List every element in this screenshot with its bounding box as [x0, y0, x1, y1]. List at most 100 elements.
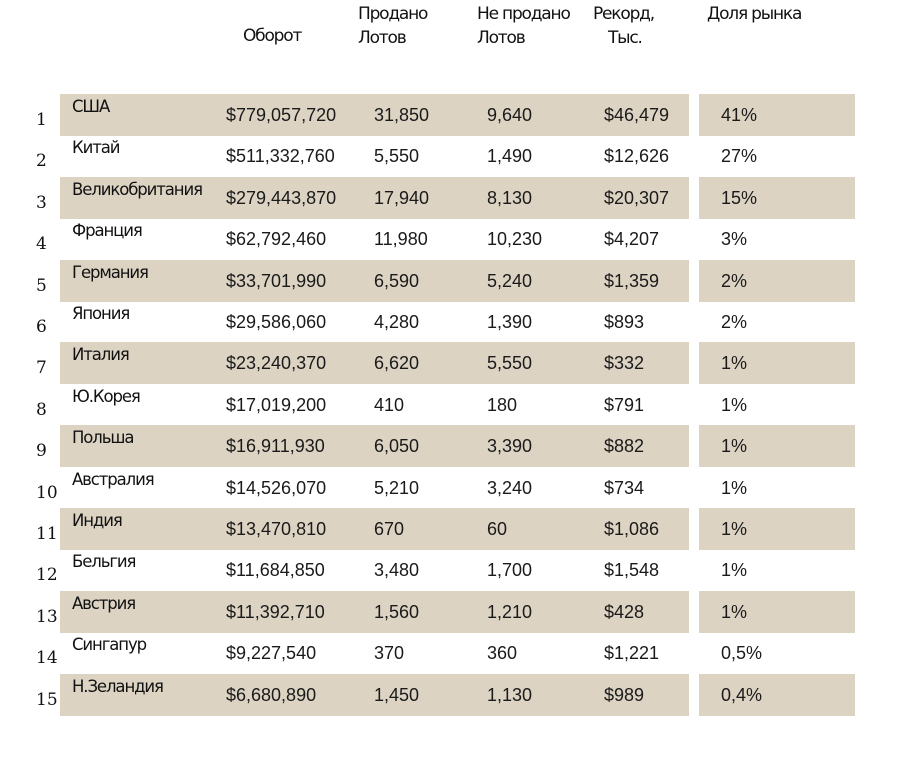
record-value: $893 [604, 312, 645, 332]
unsold-lots-value: 1,210 [487, 602, 533, 622]
sold-lots-value: 1,560 [374, 602, 420, 622]
row-number: 15 [36, 690, 58, 710]
row-number: 7 [36, 358, 47, 378]
sold-lots-value: 11,980 [374, 229, 428, 249]
market-share-value: 0,4% [721, 685, 763, 705]
market-share-value: 1% [721, 353, 748, 373]
header-record: Рекорд, Тыс. [593, 4, 655, 48]
row-number: 14 [36, 648, 58, 668]
unsold-lots-value: 180 [487, 395, 518, 415]
record-value: $332 [604, 353, 645, 373]
record-value: $882 [604, 436, 645, 456]
row-band [60, 591, 689, 633]
turnover-value: $23,240,370 [226, 353, 327, 373]
row-band [60, 508, 689, 550]
row-number: 9 [36, 441, 47, 461]
unsold-lots-value: 1,130 [487, 685, 533, 705]
row-number: 3 [36, 193, 47, 213]
unsold-lots-value: 8,130 [487, 188, 533, 208]
share-band [699, 425, 855, 467]
turnover-value: $511,332,760 [226, 146, 335, 166]
table-row: 8 Ю.Корея $17,019,200 410 180 $791 1% [0, 387, 910, 432]
turnover-value: $62,792,460 [226, 229, 327, 249]
share-band [699, 674, 855, 716]
sold-lots-value: 6,050 [374, 436, 420, 456]
share-band [699, 177, 855, 219]
market-share-value: 15% [721, 188, 758, 208]
header-unsold: Не продано Лотов [477, 4, 571, 48]
market-share-value: 1% [721, 395, 748, 415]
market-share-value: 1% [721, 478, 748, 498]
share-band [699, 508, 855, 550]
record-value: $791 [604, 395, 645, 415]
record-value: $1,548 [604, 560, 660, 580]
market-share-value: 1% [721, 519, 748, 539]
turnover-value: $11,684,850 [226, 560, 325, 580]
row-number: 10 [36, 483, 58, 503]
share-band [699, 94, 855, 136]
table-row: 6 Япония $29,586,060 4,280 1,390 $893 2% [0, 304, 910, 349]
record-value: $1,086 [604, 519, 660, 539]
record-value: $1,359 [604, 271, 660, 291]
table-row: 9 Польша $16,911,930 6,050 3,390 $882 1% [0, 428, 910, 473]
table-row: 5 Германия $33,701,990 6,590 5,240 $1,359 2% [0, 263, 910, 308]
row-number: 8 [36, 400, 47, 420]
country-name: Италия [72, 345, 130, 364]
header-share: Доля рынка [707, 4, 802, 24]
unsold-lots-value: 1,390 [487, 312, 533, 332]
unsold-lots-value: 1,700 [487, 560, 533, 580]
row-number: 1 [36, 110, 47, 130]
table-row: 15 Н.Зеландия $6,680,890 1,450 1,130 $989 0,4% [0, 677, 910, 722]
turnover-value: $33,701,990 [226, 271, 327, 291]
record-value: $989 [604, 685, 645, 705]
row-band [60, 260, 689, 302]
market-share-value: 1% [721, 560, 748, 580]
header-turnover: Оборот [243, 26, 302, 46]
table-row: 3 Великобритания $279,443,870 17,940 8,130 $2… [0, 180, 910, 225]
country-name: Китай [72, 138, 120, 157]
sold-lots-value: 5,550 [374, 146, 420, 166]
market-share-value: 2% [721, 312, 748, 332]
turnover-value: $9,227,540 [226, 643, 317, 663]
row-number: 2 [36, 151, 47, 171]
market-share-value: 1% [721, 436, 748, 456]
country-name: Н.Зеландия [72, 677, 164, 696]
table-row: 2 Китай $511,332,760 5,550 1,490 $12,626 27% [0, 138, 910, 183]
country-name: Япония [72, 304, 130, 323]
country-name: Сингапур [72, 635, 147, 654]
row-number: 4 [36, 234, 47, 254]
table-row: 1 США $779,057,720 31,850 9,640 $46,479 41% [0, 97, 910, 142]
sold-lots-value: 17,940 [374, 188, 430, 208]
unsold-lots-value: 60 [487, 519, 508, 539]
country-name: Австрия [72, 594, 136, 613]
table-row: 10 Австралия $14,526,070 5,210 3,240 $734 1% [0, 470, 910, 515]
sold-lots-value: 370 [374, 643, 405, 663]
sold-lots-value: 31,850 [374, 105, 430, 125]
market-share-value: 41% [721, 105, 758, 125]
share-band [699, 591, 855, 633]
sold-lots-value: 1,450 [374, 685, 420, 705]
row-number: 5 [36, 276, 47, 296]
country-name: Бельгия [72, 552, 136, 571]
country-name: Польша [72, 428, 134, 447]
country-name: Индия [72, 511, 123, 530]
turnover-value: $279,443,870 [226, 188, 337, 208]
record-value: $4,207 [604, 229, 660, 249]
unsold-lots-value: 3,390 [487, 436, 533, 456]
turnover-value: $6,680,890 [226, 685, 317, 705]
market-share-value: 3% [721, 229, 748, 249]
sold-lots-value: 4,280 [374, 312, 420, 332]
unsold-lots-value: 1,490 [487, 146, 533, 166]
market-share-value: 2% [721, 271, 748, 291]
unsold-lots-value: 3,240 [487, 478, 533, 498]
record-value: $428 [604, 602, 645, 622]
record-value: $20,307 [604, 188, 670, 208]
record-value: $734 [604, 478, 645, 498]
country-name: Франция [72, 221, 143, 240]
sold-lots-value: 3,480 [374, 560, 420, 580]
turnover-value: $16,911,930 [226, 436, 325, 456]
country-name: Германия [72, 263, 149, 282]
table-row: 11 Индия $13,470,810 670 60 $1,086 1% [0, 511, 910, 556]
record-value: $46,479 [604, 105, 670, 125]
turnover-value: $11,392,710 [226, 602, 325, 622]
